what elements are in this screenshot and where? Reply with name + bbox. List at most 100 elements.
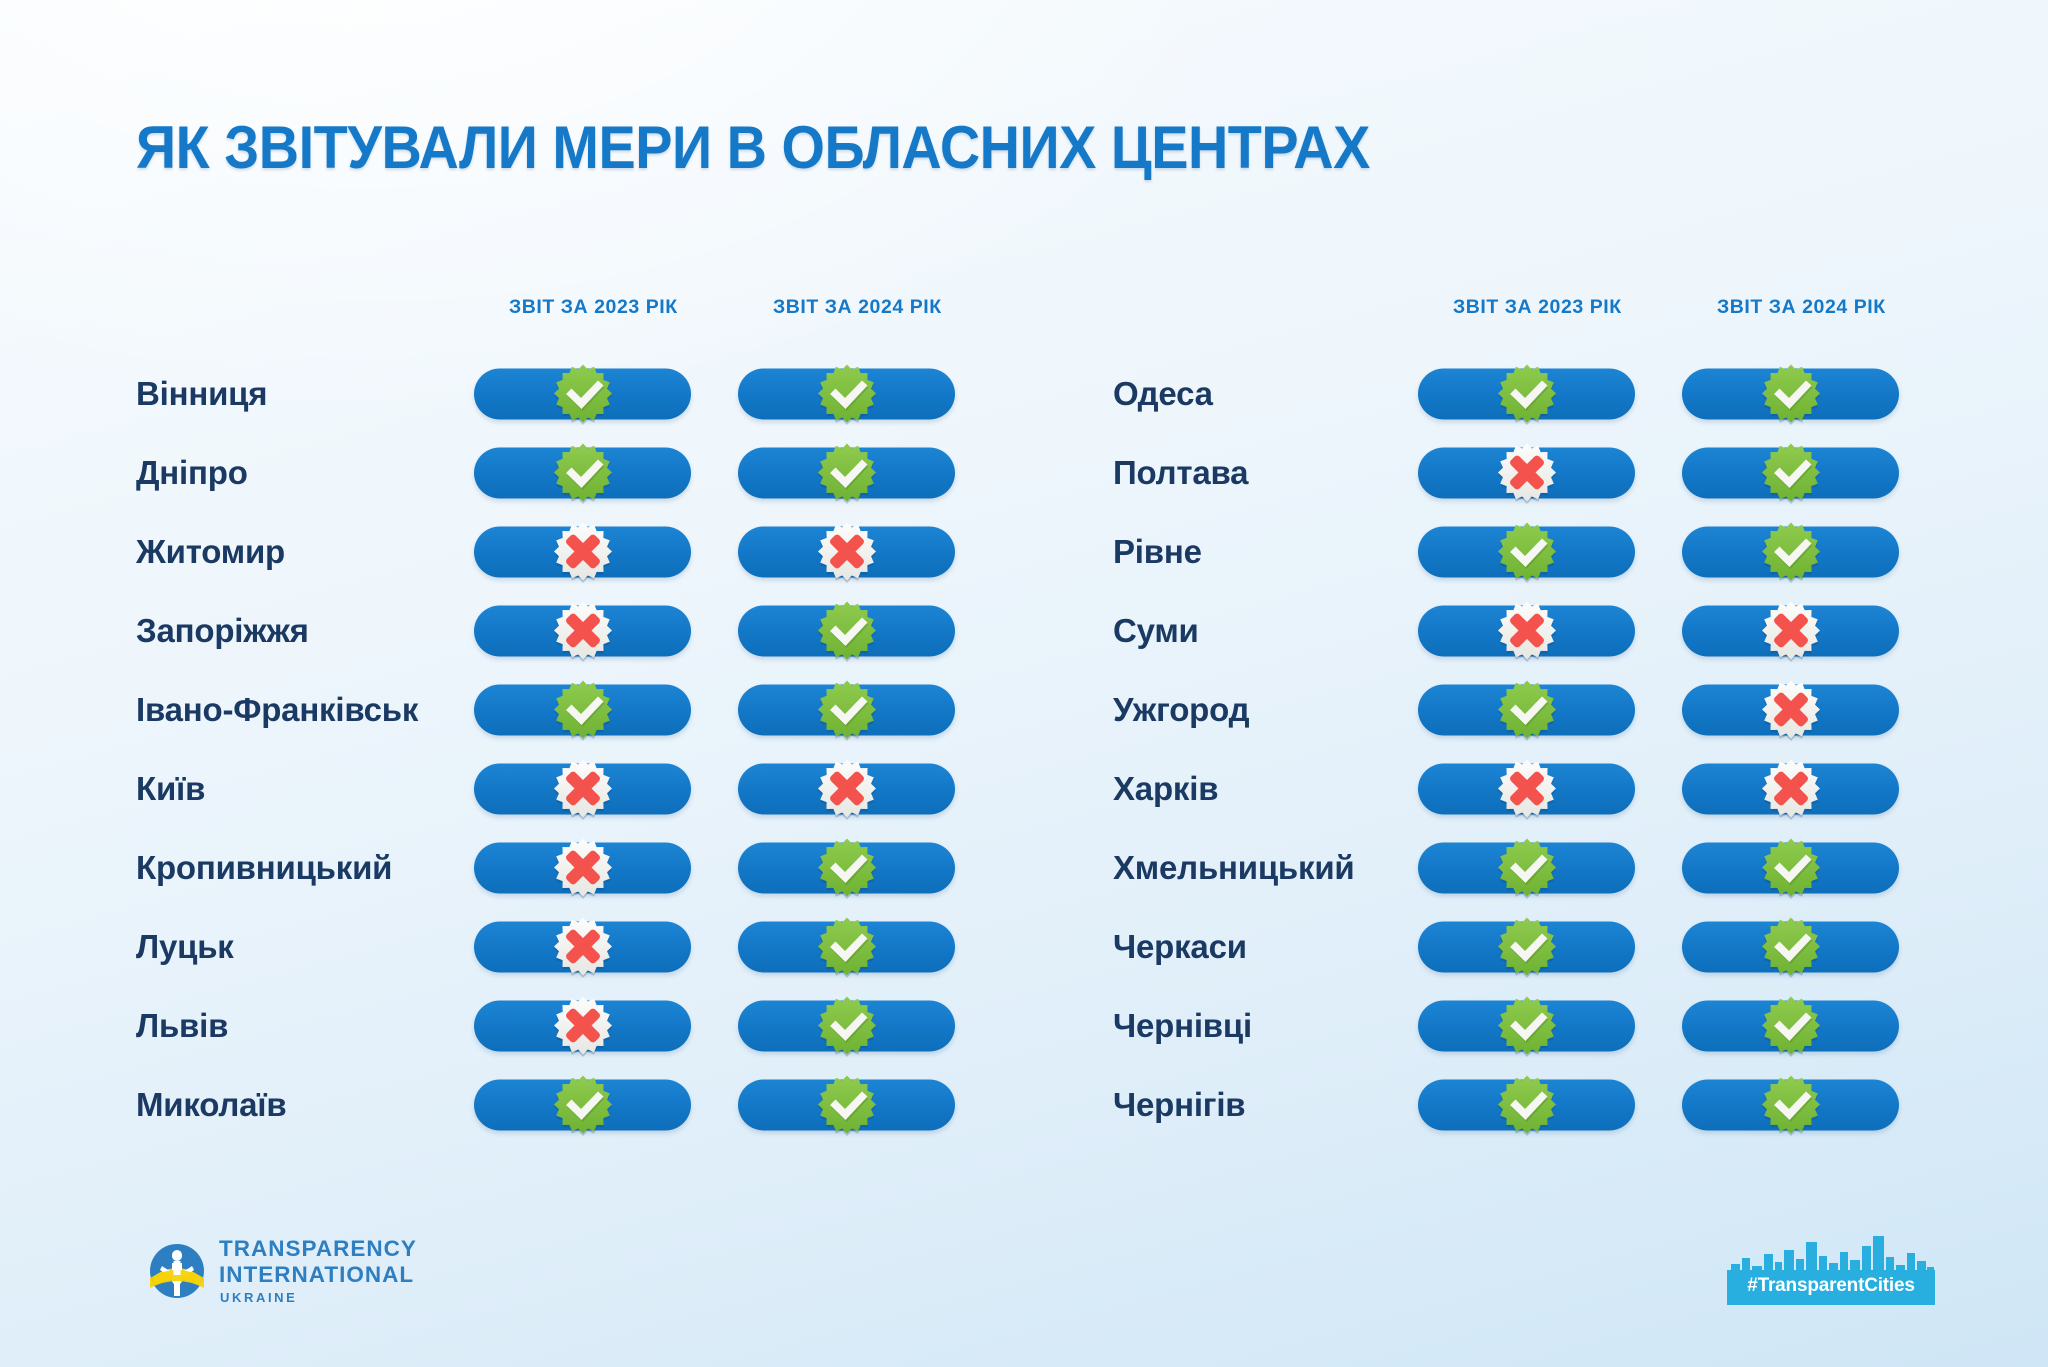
column-header-2023: ЗВІТ ЗА 2023 РІК <box>1453 296 1622 318</box>
cross-icon <box>545 988 621 1064</box>
check-icon <box>1489 988 1565 1064</box>
status-pill-2024 <box>1682 680 1899 741</box>
transparency-international-ukraine-logo: TRANSPARENCY INTERNATIONAL UKRAINE <box>148 1236 417 1305</box>
cross-icon <box>809 514 885 590</box>
status-pill-2023 <box>1418 838 1635 899</box>
transparent-cities-badge: #TransparentCities <box>1727 1232 1935 1305</box>
status-pill-2024 <box>1682 838 1899 899</box>
cross-icon <box>1489 435 1565 511</box>
status-pill-2023 <box>1418 759 1635 820</box>
city-name: Рівне <box>1113 532 1202 570</box>
status-pill-2023 <box>474 838 691 899</box>
check-icon <box>809 356 885 432</box>
cross-icon <box>545 830 621 906</box>
ti-logo-line3: UKRAINE <box>220 1290 298 1305</box>
cross-icon <box>1489 593 1565 669</box>
column-header-2024: ЗВІТ ЗА 2024 РІК <box>1717 296 1886 318</box>
check-icon <box>1753 356 1829 432</box>
check-icon <box>809 830 885 906</box>
check-icon <box>809 909 885 985</box>
city-name: Луцьк <box>136 927 234 965</box>
check-icon <box>1753 909 1829 985</box>
status-pill-2023 <box>1418 917 1635 978</box>
transparent-cities-label: #TransparentCities <box>1747 1275 1915 1296</box>
status-pill-2024 <box>1682 522 1899 583</box>
ti-logo-line1: TRANSPARENCY <box>219 1236 417 1261</box>
check-icon <box>1753 435 1829 511</box>
city-name: Львів <box>136 1006 229 1044</box>
ti-logo-line2: INTERNATIONAL <box>219 1261 415 1287</box>
check-icon <box>1753 830 1829 906</box>
cross-icon <box>545 514 621 590</box>
status-pill-2023 <box>1418 601 1635 662</box>
check-icon <box>545 672 621 748</box>
check-icon <box>1489 672 1565 748</box>
check-icon <box>809 672 885 748</box>
city-name: Чернівці <box>1113 1006 1252 1044</box>
city-name: Миколаїв <box>136 1085 287 1123</box>
city-name: Хмельницький <box>1113 848 1355 886</box>
status-pill-2024 <box>1682 917 1899 978</box>
status-pill-2024 <box>738 759 955 820</box>
check-icon <box>809 435 885 511</box>
city-name: Дніпро <box>136 453 248 491</box>
city-skyline-icon <box>1727 1236 1935 1305</box>
city-name: Харків <box>1113 769 1219 807</box>
cross-icon <box>545 593 621 669</box>
check-icon <box>1489 909 1565 985</box>
status-pill-2024 <box>1682 759 1899 820</box>
city-name: Івано-Франківськ <box>136 690 419 728</box>
status-pill-2024 <box>1682 1075 1899 1136</box>
check-icon <box>809 593 885 669</box>
city-name: Вінниця <box>136 374 268 412</box>
ti-globe-icon <box>148 1242 206 1300</box>
status-pill-2023 <box>1418 522 1635 583</box>
check-icon <box>1489 356 1565 432</box>
status-pill-2024 <box>738 364 955 425</box>
status-pill-2023 <box>1418 1075 1635 1136</box>
status-pill-2024 <box>1682 364 1899 425</box>
check-icon <box>1753 1067 1829 1143</box>
status-pill-2023 <box>1418 680 1635 741</box>
ti-logo-text: TRANSPARENCY INTERNATIONAL UKRAINE <box>219 1236 417 1305</box>
page-title: ЯК ЗВІТУВАЛИ МЕРИ В ОБЛАСНИХ ЦЕНТРАХ <box>136 114 1370 181</box>
status-pill-2023 <box>474 364 691 425</box>
city-name: Черкаси <box>1113 927 1247 965</box>
status-pill-2023 <box>474 917 691 978</box>
check-icon <box>545 356 621 432</box>
cross-icon <box>1489 751 1565 827</box>
status-pill-2023 <box>474 759 691 820</box>
check-icon <box>1489 514 1565 590</box>
cross-icon <box>1753 593 1829 669</box>
status-pill-2023 <box>474 996 691 1057</box>
check-icon <box>1753 514 1829 590</box>
city-name: Житомир <box>136 532 286 570</box>
status-pill-2023 <box>1418 364 1635 425</box>
status-pill-2023 <box>1418 996 1635 1057</box>
status-pill-2023 <box>474 601 691 662</box>
status-pill-2024 <box>1682 443 1899 504</box>
status-pill-2024 <box>738 838 955 899</box>
status-pill-2024 <box>738 917 955 978</box>
city-name: Полтава <box>1113 453 1249 491</box>
column-header-2024: ЗВІТ ЗА 2024 РІК <box>773 296 942 318</box>
city-name: Чернігів <box>1113 1085 1246 1123</box>
status-pill-2023 <box>474 443 691 504</box>
city-name: Київ <box>136 769 206 807</box>
status-pill-2024 <box>1682 601 1899 662</box>
city-name: Ужгород <box>1113 690 1250 728</box>
status-pill-2024 <box>738 680 955 741</box>
check-icon <box>1753 988 1829 1064</box>
status-pill-2024 <box>738 996 955 1057</box>
check-icon <box>1489 1067 1565 1143</box>
cross-icon <box>545 751 621 827</box>
city-name: Кропивницький <box>136 848 393 886</box>
status-pill-2024 <box>738 522 955 583</box>
check-icon <box>809 1067 885 1143</box>
check-icon <box>809 988 885 1064</box>
status-pill-2023 <box>474 522 691 583</box>
status-pill-2024 <box>738 601 955 662</box>
check-icon <box>1489 830 1565 906</box>
status-pill-2023 <box>1418 443 1635 504</box>
